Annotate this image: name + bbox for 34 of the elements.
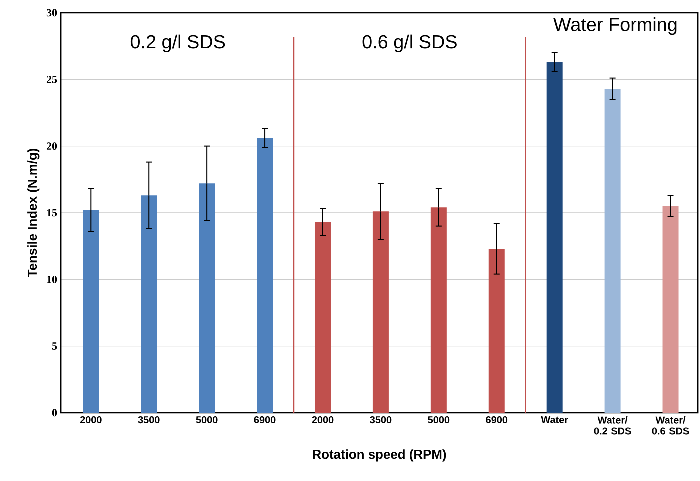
x-tick-label: 5000: [428, 416, 450, 424]
annotation: Water Forming: [554, 17, 677, 36]
x-tick-label: 6900: [486, 416, 508, 424]
y-tick-label: 25: [46, 76, 58, 84]
y-axis-title: Tensile Index (N.m/g): [28, 148, 40, 278]
y-tick-label: 5: [52, 342, 58, 350]
y-tick-label: 15: [47, 209, 58, 217]
bar: [488, 248, 505, 413]
y-tick-label: 30: [46, 9, 58, 17]
bar: [315, 222, 331, 413]
bar: [662, 206, 679, 413]
x-axis-title: Rotation speed (RPM): [313, 450, 446, 462]
x-tick-label: 3500: [370, 416, 392, 424]
x-tick-label: Water: [541, 416, 568, 424]
annotation: 0.6 g/l SDS: [362, 34, 457, 52]
x-tick-label: 2000: [80, 416, 102, 424]
x-tick-label: Water/ 0.6 SDS: [652, 416, 690, 435]
bar: [199, 184, 216, 413]
x-tick-label: Water/ 0.2 SDS: [594, 416, 632, 435]
y-tick-label: 20: [46, 142, 58, 150]
bar: [430, 208, 447, 413]
bar: [546, 62, 563, 413]
bar: [257, 138, 274, 413]
bar: [83, 210, 100, 413]
bar: [141, 196, 158, 413]
x-tick-label: 2000: [312, 416, 334, 424]
y-tick-label: 0: [52, 409, 58, 417]
bar: [372, 212, 389, 413]
y-tick-label: 10: [47, 276, 58, 284]
annotation: 0.2 g/l SDS: [130, 34, 226, 52]
bar: [604, 88, 621, 413]
x-tick-label: 5000: [196, 416, 218, 424]
x-tick-label: 3500: [138, 416, 160, 424]
x-tick-label: 6900: [254, 416, 276, 424]
